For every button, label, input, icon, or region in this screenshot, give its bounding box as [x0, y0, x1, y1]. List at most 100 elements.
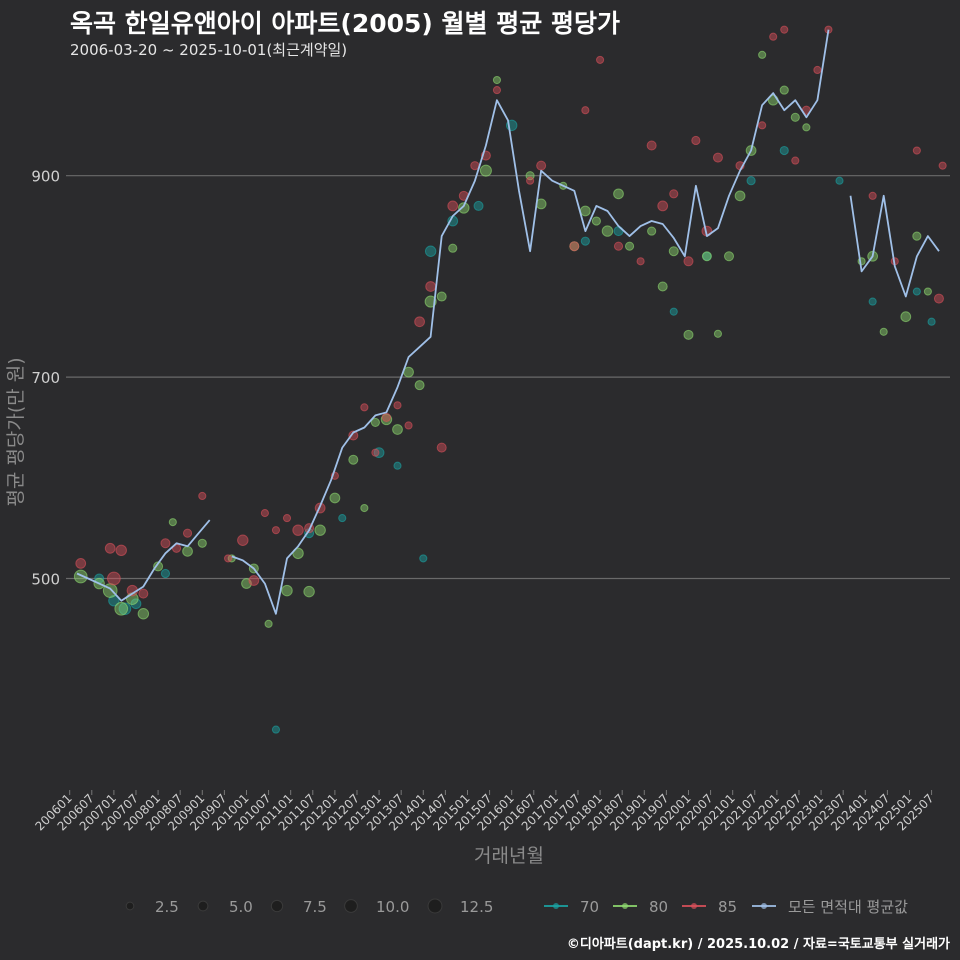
point-70 [108, 594, 120, 607]
size-legend-label: 5.0 [229, 898, 253, 916]
grid-layer [66, 175, 950, 580]
point-85 [758, 121, 767, 130]
point-70 [271, 725, 281, 734]
size-legend-label: 12.5 [460, 898, 493, 916]
point-80 [701, 251, 712, 262]
y-axis-ticks: 500 700 900 [31, 168, 60, 589]
point-85 [791, 156, 800, 165]
legend-label: 85 [718, 898, 737, 916]
point-80 [492, 75, 502, 85]
point-80 [348, 454, 359, 465]
size-legend-key [197, 900, 209, 912]
point-85 [669, 189, 679, 199]
size-legend-key [270, 899, 284, 913]
avg-line-segment [76, 519, 211, 602]
point-80 [281, 584, 293, 597]
size-legend-key [125, 901, 135, 911]
point-80 [912, 231, 922, 241]
point-85 [657, 200, 669, 212]
point-85 [447, 200, 459, 212]
point-80 [458, 202, 470, 214]
point-80 [380, 413, 393, 426]
point-85 [596, 55, 605, 64]
point-85 [868, 191, 877, 200]
legend: 2.5 5.0 7.5 10.0 12.5 70 80 85 모든 면적대 평균값 [125, 898, 908, 916]
point-85 [104, 542, 116, 554]
point-85 [393, 401, 402, 410]
chart-subtitle: 2006-03-20 ~ 2025-10-01(최근계약일) [70, 41, 348, 59]
point-85 [198, 491, 207, 501]
point-80 [668, 246, 679, 257]
point-85 [414, 316, 425, 328]
point-85 [381, 412, 392, 422]
point-85 [536, 160, 547, 171]
point-85 [292, 524, 304, 536]
point-80 [360, 503, 369, 513]
legend-label: 80 [649, 898, 668, 916]
point-85 [813, 65, 822, 75]
point-85 [569, 241, 580, 252]
point-70 [835, 176, 844, 185]
point-80 [479, 164, 492, 177]
point-70 [746, 176, 756, 186]
point-85 [182, 528, 193, 538]
x-axis-ticks: 2006012006072007012007072008012008072009… [33, 790, 937, 834]
point-85 [371, 448, 380, 457]
point-85 [613, 241, 624, 251]
point-80 [923, 287, 932, 296]
point-80 [779, 85, 789, 95]
size-legend-label: 2.5 [155, 898, 179, 916]
point-70 [338, 514, 347, 523]
point-70 [160, 568, 171, 579]
point-80 [392, 424, 403, 435]
source-footer: ©디아파트(dapt.kr) / 2025.10.02 / 자료=국토교통부 실… [566, 937, 950, 952]
point-70 [473, 200, 484, 211]
point-70 [779, 145, 789, 156]
point-80 [579, 205, 591, 217]
point-80 [900, 311, 912, 323]
point-80 [647, 226, 657, 236]
legend-dot-모든 면적대 평균값 [761, 903, 767, 909]
legend-dot-85 [691, 903, 697, 909]
y-tick-label: 900 [31, 168, 60, 186]
point-85 [260, 509, 269, 518]
size-legend-label: 7.5 [303, 898, 327, 916]
point-70 [912, 287, 921, 296]
chart-title: 옥곡 한일유앤아이 아파트(2005) 월별 평균 평당가 [70, 9, 620, 38]
point-70 [424, 245, 437, 257]
point-80 [724, 251, 734, 262]
point-80 [713, 329, 723, 338]
point-80 [137, 608, 150, 620]
legend-dot-80 [622, 903, 628, 909]
point-80 [448, 243, 458, 253]
size-legend-key [344, 899, 358, 913]
point-80 [168, 518, 177, 527]
point-85 [646, 140, 657, 151]
legend-label: 모든 면적대 평균값 [788, 898, 908, 916]
point-85 [691, 135, 701, 146]
point-85 [115, 544, 127, 557]
point-70 [393, 461, 402, 470]
point-85 [769, 32, 778, 41]
avg-line-segment [231, 29, 830, 615]
point-80 [879, 327, 888, 336]
point-85 [282, 514, 292, 523]
point-85 [224, 554, 233, 563]
point-85 [492, 86, 502, 95]
point-85 [271, 526, 281, 535]
point-80 [613, 188, 624, 200]
point-85 [683, 256, 694, 267]
point-80 [802, 123, 811, 132]
legend-label: 70 [580, 898, 599, 916]
y-tick-label: 700 [31, 369, 60, 387]
point-80 [657, 281, 668, 292]
point-80 [683, 329, 694, 340]
point-80 [624, 241, 635, 251]
y-tick-label: 500 [31, 571, 60, 589]
point-80 [303, 585, 315, 598]
legend-dot-70 [553, 903, 559, 909]
average-line [76, 29, 940, 615]
point-80 [601, 225, 614, 237]
point-70 [927, 317, 936, 326]
